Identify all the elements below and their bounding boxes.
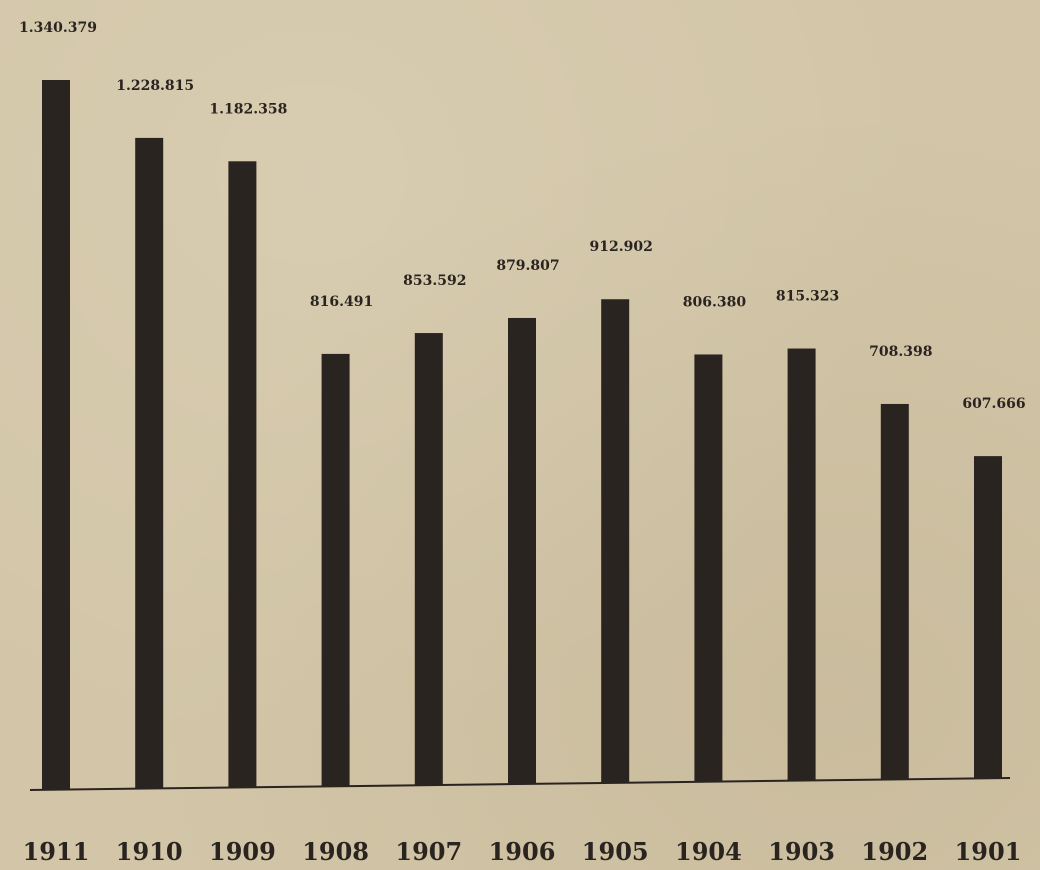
bar-1908	[321, 353, 350, 787]
bar-1905	[601, 299, 630, 783]
value-label-1907: 853.592	[403, 273, 466, 289]
value-labels-group: 1.340.379 1.228.815 1.182.358 816.491 853.59…	[19, 20, 1026, 412]
value-label-1909: 1.182.358	[209, 101, 287, 117]
bar-1911	[42, 80, 70, 790]
value-label-1901: 607.666	[962, 396, 1025, 412]
bar-1901	[974, 456, 1002, 778]
year-label-1911: 1911	[23, 837, 90, 866]
x-axis-baseline	[29, 777, 1011, 791]
year-label-1909: 1909	[209, 837, 276, 866]
value-label-1903: 815.323	[776, 289, 839, 305]
year-label-1903: 1903	[768, 837, 835, 866]
bar-1903	[787, 348, 816, 781]
bars-group	[42, 80, 1002, 790]
year-labels-group: 1911 1910 1909 1908 1907 1906 1905 1904 1903 1902…	[23, 837, 1022, 866]
year-label-1910: 1910	[116, 837, 183, 866]
year-label-1901: 1901	[955, 837, 1022, 866]
bar-1909	[228, 161, 257, 788]
year-label-1902: 1902	[861, 837, 928, 866]
bar-1904	[694, 354, 723, 782]
year-label-1904: 1904	[675, 837, 742, 866]
bar-1906	[508, 317, 536, 784]
year-label-1907: 1907	[395, 837, 462, 866]
year-label-1906: 1906	[489, 837, 556, 866]
bar-1907	[414, 333, 443, 786]
bar-1902	[880, 403, 909, 780]
value-label-1902: 708.398	[869, 344, 932, 360]
value-label-1908: 816.491	[310, 294, 373, 310]
value-label-1906: 879.807	[496, 258, 559, 274]
value-label-1905: 912.902	[590, 239, 653, 255]
year-label-1908: 1908	[302, 837, 369, 866]
bar-1910	[135, 137, 164, 789]
value-label-1911: 1.340.379	[19, 20, 97, 36]
year-label-1905: 1905	[582, 837, 649, 866]
value-label-1904: 806.380	[683, 294, 747, 310]
value-label-1910: 1.228.815	[116, 78, 194, 94]
